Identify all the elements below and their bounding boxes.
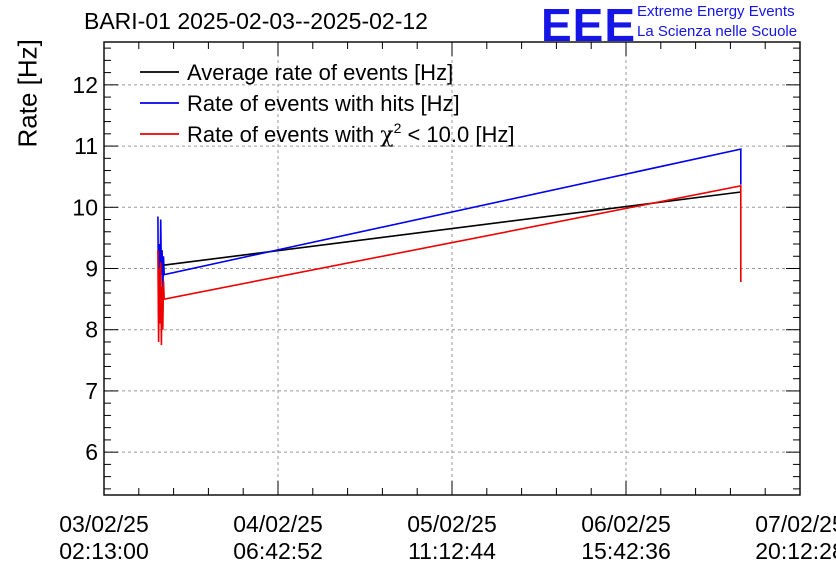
- x-tick-label-time: 11:12:44: [408, 538, 496, 564]
- x-tick-label-date: 04/02/25: [233, 511, 323, 537]
- x-tick-label-date: 07/02/25: [755, 511, 836, 537]
- legend-entry-2: Rate of events with hits [Hz]: [187, 91, 460, 116]
- y-tick-label: 12: [72, 72, 98, 98]
- series-line-3: [157, 184, 742, 346]
- y-tick-label: 11: [74, 133, 98, 159]
- y-tick-label: 7: [85, 378, 98, 404]
- y-tick-label: 6: [85, 439, 98, 465]
- x-tick-label-date: 03/02/25: [59, 511, 149, 537]
- x-tick-label-date: 06/02/25: [581, 511, 671, 537]
- chart-title: BARI-01 2025-02-03--2025-02-12: [84, 8, 428, 34]
- x-tick-label-date: 05/02/25: [407, 511, 497, 537]
- series-line-2: [157, 148, 742, 318]
- logo-line-1: Extreme Energy Events: [637, 3, 795, 20]
- y-tick-label: 9: [85, 256, 98, 282]
- x-tick-label-time: 20:12:28: [755, 538, 836, 564]
- x-tick-label-time: 02:13:00: [59, 538, 149, 564]
- legend-entry-3: Rate of events with χ2 < 10.0 [Hz]: [187, 120, 514, 148]
- x-tick-label-time: 06:42:52: [233, 538, 323, 564]
- plot-frame: [103, 41, 801, 496]
- logo-line-2: La Scienza nelle Scuole: [637, 23, 798, 40]
- y-tick-label: 8: [85, 317, 98, 343]
- y-tick-label: 10: [72, 194, 98, 220]
- legend-entry-1: Average rate of events [Hz]: [187, 60, 453, 85]
- x-tick-label-time: 15:42:36: [581, 538, 671, 564]
